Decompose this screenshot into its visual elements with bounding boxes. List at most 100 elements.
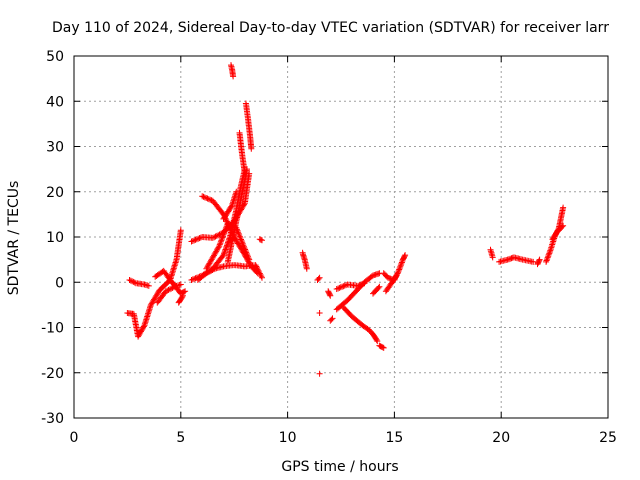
data-point [536, 256, 543, 263]
data-point [245, 255, 252, 262]
data-point [165, 286, 172, 293]
x-tick-label: 10 [279, 430, 297, 446]
data-point [193, 236, 200, 243]
data-point [339, 283, 346, 290]
data-point [393, 272, 400, 279]
data-point [233, 188, 240, 195]
data-point [396, 265, 403, 272]
data-point [189, 238, 196, 244]
data-point [259, 274, 265, 281]
y-tick-label: 40 [46, 94, 64, 110]
y-tick-label: -30 [41, 411, 64, 427]
data-point [213, 232, 220, 239]
data-point [182, 288, 189, 295]
data-point [179, 294, 186, 300]
data-point [340, 283, 347, 290]
data-point [241, 170, 248, 177]
x-tick-label: 25 [599, 430, 617, 446]
data-point [188, 277, 195, 283]
x-tick-label: 20 [492, 430, 510, 446]
data-point [375, 284, 382, 291]
x-tick-label: 0 [70, 430, 79, 446]
data-point [220, 231, 227, 238]
y-tick-label: 0 [55, 275, 64, 291]
data-point [166, 286, 173, 293]
data-point [259, 237, 265, 244]
data-point [395, 269, 402, 276]
data-point [172, 283, 179, 290]
data-point [373, 336, 380, 343]
data-point [131, 279, 138, 286]
data-point [379, 344, 386, 351]
data-point [168, 285, 175, 292]
y-tick-label: -10 [41, 321, 64, 337]
data-point [303, 265, 310, 272]
data-point [248, 145, 255, 152]
y-tick-label: 20 [46, 185, 64, 201]
data-point [238, 236, 244, 243]
data-point [181, 288, 187, 295]
data-point [218, 236, 225, 242]
data-point [530, 258, 537, 265]
data-point [254, 264, 260, 271]
data-point [489, 254, 496, 261]
data-point [209, 234, 216, 241]
data-point [238, 237, 245, 244]
data-point [145, 282, 152, 289]
data-point [244, 252, 251, 259]
data-point [329, 315, 336, 322]
data-point [246, 256, 253, 263]
data-point [560, 222, 567, 229]
data-point [398, 260, 405, 267]
data-point [211, 234, 218, 241]
data-point [170, 284, 177, 291]
data-point [243, 250, 250, 257]
tick-labels: 0 5 10 15 20 25 -30 -20 -10 0 10 20 30 40 50 [41, 49, 617, 446]
data-point [545, 251, 552, 258]
data-point [252, 262, 259, 269]
data-point [254, 266, 261, 273]
y-tick-label: 50 [46, 49, 64, 65]
data-point [380, 344, 387, 351]
data-point [164, 287, 171, 294]
data-point [169, 284, 176, 291]
data-points [124, 62, 567, 377]
data-point [255, 267, 262, 274]
data-point [392, 273, 399, 280]
data-point [140, 324, 147, 331]
data-point [239, 240, 246, 247]
y-tick-label: 30 [46, 140, 64, 156]
data-point [179, 292, 186, 299]
y-tick-label: -20 [41, 366, 64, 382]
data-point [210, 266, 217, 273]
data-point [212, 233, 219, 240]
y-tick-label: 10 [46, 230, 64, 246]
data-point [374, 338, 381, 345]
data-point [222, 227, 229, 234]
data-point [316, 310, 323, 316]
data-point [127, 277, 134, 284]
data-point [191, 237, 198, 244]
data-point [126, 277, 133, 283]
data-point [177, 281, 184, 288]
data-point [228, 203, 235, 210]
data-point [204, 195, 211, 202]
data-point [258, 273, 265, 280]
data-point [253, 263, 260, 270]
x-tick-label: 15 [385, 430, 403, 446]
x-tick-label: 5 [176, 430, 185, 446]
data-point [215, 232, 222, 239]
data-point [328, 316, 335, 323]
data-point [140, 323, 147, 330]
data-point [315, 275, 322, 282]
data-point [256, 269, 263, 276]
data-point [236, 233, 243, 240]
data-point [401, 253, 408, 260]
data-point [559, 223, 566, 230]
data-point [200, 193, 207, 200]
data-point [129, 278, 136, 285]
data-point [201, 194, 208, 201]
data-point [335, 285, 342, 292]
